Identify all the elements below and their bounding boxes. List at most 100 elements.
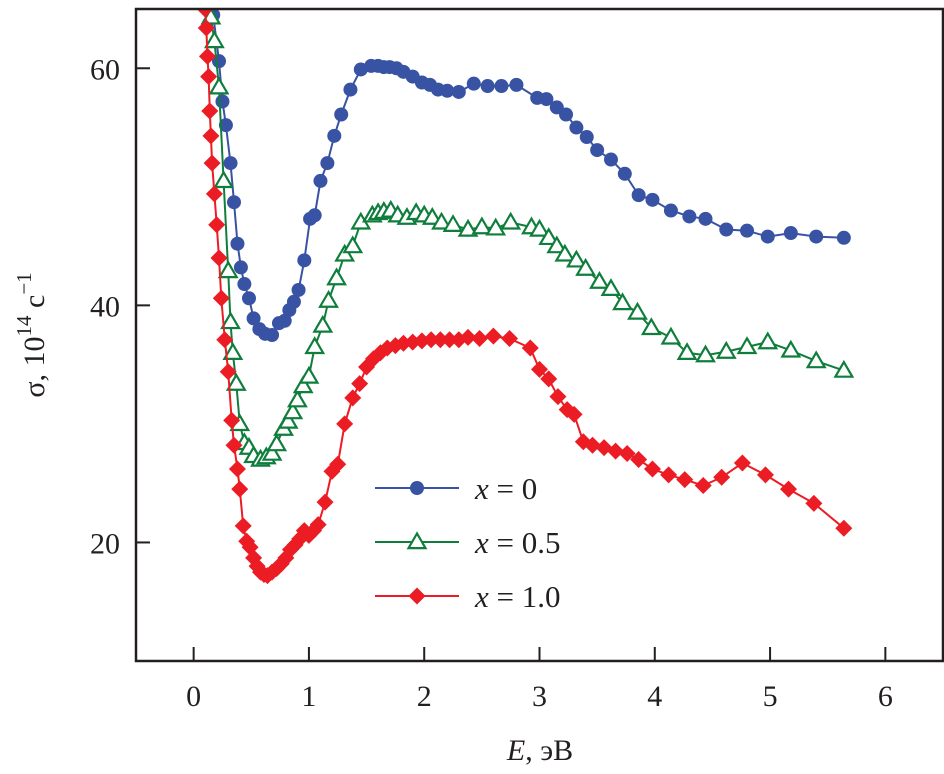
data-point bbox=[836, 230, 851, 245]
data-point bbox=[676, 342, 698, 361]
data-point bbox=[694, 477, 712, 495]
data-point bbox=[740, 223, 755, 238]
data-point bbox=[431, 211, 452, 230]
data-point bbox=[217, 260, 239, 279]
data-point bbox=[509, 77, 524, 92]
data-point bbox=[316, 493, 334, 511]
data-point bbox=[617, 166, 632, 181]
data-point bbox=[307, 208, 322, 223]
data-point bbox=[196, 9, 214, 18]
data-point bbox=[554, 243, 576, 262]
data-point bbox=[212, 289, 230, 307]
x-tick-label: 3 bbox=[532, 680, 547, 713]
data-point bbox=[471, 216, 493, 235]
data-point bbox=[579, 130, 594, 145]
data-point bbox=[304, 336, 326, 355]
data-point bbox=[225, 436, 243, 454]
data-point bbox=[529, 218, 550, 237]
series-line bbox=[212, 14, 844, 337]
data-point bbox=[291, 282, 306, 297]
data-point bbox=[480, 79, 495, 94]
data-point bbox=[261, 442, 283, 461]
data-point bbox=[589, 270, 610, 289]
data-point bbox=[457, 218, 479, 237]
data-point bbox=[231, 480, 249, 498]
legend-variable: x bbox=[474, 579, 489, 614]
data-point bbox=[531, 360, 548, 378]
data-point bbox=[660, 466, 678, 484]
data-point bbox=[286, 294, 301, 309]
data-point bbox=[440, 83, 455, 98]
data-point bbox=[607, 442, 625, 460]
data-point bbox=[219, 363, 237, 381]
data-point bbox=[226, 195, 241, 210]
data-point bbox=[266, 433, 288, 452]
data-point bbox=[313, 173, 328, 188]
data-point bbox=[225, 372, 247, 391]
data-point bbox=[334, 107, 349, 122]
data-point bbox=[466, 76, 481, 91]
data-point bbox=[539, 92, 554, 107]
data-point bbox=[584, 436, 602, 454]
data-point bbox=[312, 314, 334, 333]
legend-variable: x bbox=[474, 525, 489, 560]
data-point bbox=[318, 289, 339, 308]
data-point bbox=[805, 350, 827, 369]
y-tick-label: 40 bbox=[90, 290, 120, 323]
x-tick-label: 1 bbox=[301, 680, 316, 713]
data-point bbox=[222, 342, 244, 361]
data-point bbox=[471, 330, 489, 348]
legend: x = 0x = 0.5x = 1.0 bbox=[375, 471, 561, 614]
data-point bbox=[205, 185, 223, 203]
legend-item: x = 1.0 bbox=[375, 579, 561, 614]
data-point bbox=[540, 370, 558, 388]
data-point bbox=[698, 211, 713, 226]
data-point bbox=[565, 405, 583, 423]
data-point bbox=[521, 339, 539, 357]
data-point bbox=[500, 211, 522, 230]
data-point bbox=[216, 331, 234, 349]
legend-label: x = 0.5 bbox=[474, 525, 561, 560]
data-point bbox=[200, 68, 218, 86]
data-point bbox=[805, 494, 823, 512]
y-axis-ticks: 20 40 60 bbox=[90, 53, 150, 560]
data-point bbox=[223, 411, 241, 429]
data-point bbox=[663, 203, 678, 218]
data-point bbox=[230, 236, 245, 251]
data-point bbox=[736, 336, 758, 355]
data-point bbox=[757, 331, 779, 350]
data-point bbox=[733, 454, 751, 472]
data-point bbox=[241, 291, 256, 306]
x-axis-ticks: 0 1 2 3 4 5 6 bbox=[186, 647, 893, 713]
series-x-0 bbox=[206, 9, 851, 342]
data-point bbox=[297, 253, 312, 268]
x-tick-label: 4 bbox=[647, 680, 662, 713]
series-layer bbox=[196, 9, 855, 585]
data-point bbox=[600, 278, 622, 296]
y-axis-prefix: σ, 10 bbox=[18, 337, 51, 398]
data-point bbox=[695, 344, 716, 363]
data-point bbox=[421, 206, 443, 225]
data-point bbox=[451, 84, 466, 99]
data-point bbox=[237, 277, 252, 292]
data-point bbox=[309, 516, 327, 534]
data-point bbox=[202, 127, 220, 145]
data-point bbox=[343, 82, 358, 97]
x-tick-label: 5 bbox=[763, 680, 778, 713]
data-point bbox=[342, 235, 364, 254]
data-point bbox=[756, 466, 774, 484]
data-point bbox=[549, 388, 567, 406]
legend-item: x = 0 bbox=[375, 471, 537, 506]
data-point bbox=[546, 235, 568, 254]
data-point bbox=[233, 260, 248, 275]
data-point bbox=[203, 154, 221, 172]
series-x-1-0 bbox=[196, 9, 853, 585]
legend-value: = 1.0 bbox=[489, 579, 561, 614]
data-point bbox=[326, 267, 348, 286]
data-point bbox=[760, 229, 775, 244]
data-point bbox=[210, 249, 228, 267]
x-tick-label: 0 bbox=[186, 680, 201, 713]
data-point bbox=[431, 331, 449, 349]
x-tick-label: 2 bbox=[417, 680, 432, 713]
